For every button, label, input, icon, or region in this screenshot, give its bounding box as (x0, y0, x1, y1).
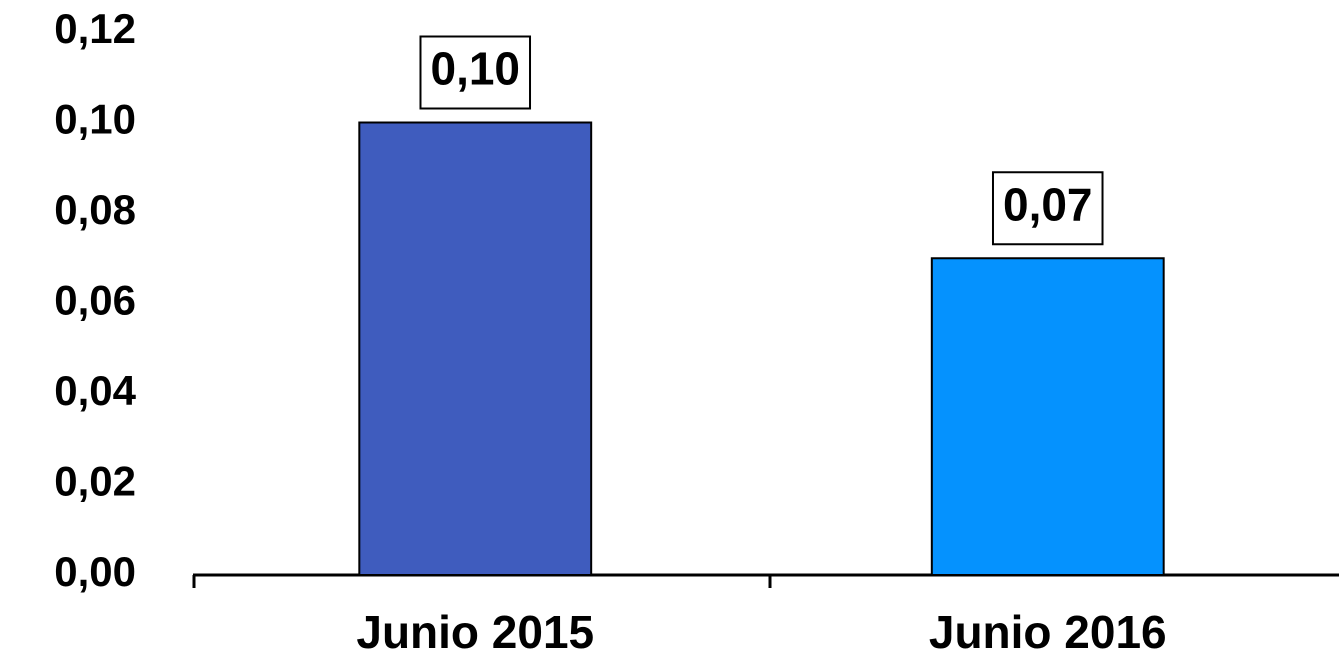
y-tick-label: 0,00 (54, 548, 136, 595)
y-tick-label: 0,02 (54, 458, 136, 505)
y-tick-label: 0,04 (54, 367, 136, 414)
y-tick-label: 0,08 (54, 186, 136, 233)
x-tick-label: Junio 2016 (929, 606, 1167, 658)
data-label: 0,07 (1003, 178, 1093, 230)
data-label-box (419, 35, 532, 110)
bar (358, 121, 593, 576)
y-tick-label: 0,10 (54, 96, 136, 143)
y-tick-label: 0,06 (54, 277, 136, 324)
y-tick-label: 0,12 (54, 5, 136, 52)
data-label: 0,10 (430, 43, 520, 95)
bar (930, 257, 1165, 576)
data-label-box (991, 171, 1104, 246)
x-tick-label: Junio 2015 (356, 606, 594, 658)
